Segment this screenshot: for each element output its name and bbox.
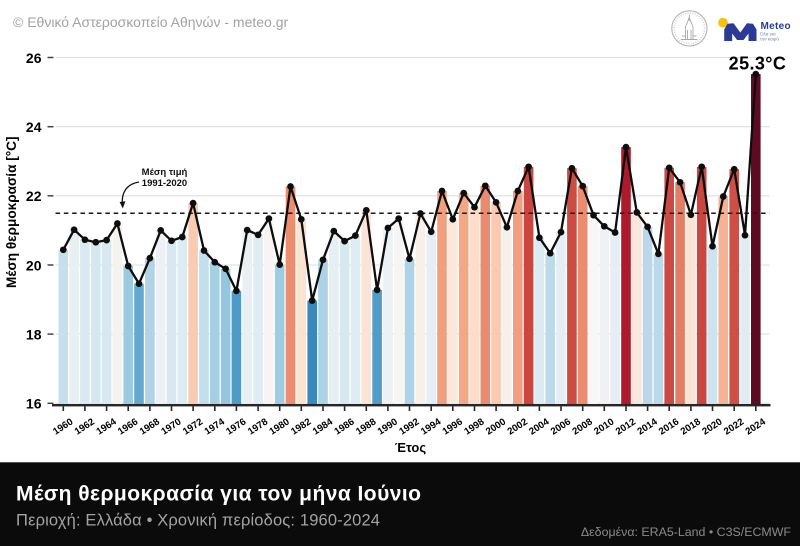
svg-text:Περιοχή: Ελλάδα • Χρονική περί: Περιοχή: Ελλάδα • Χρονική περίοδος: 1960…	[16, 512, 380, 530]
svg-text:Μέση θερμοκρασία για τον μήνα: Μέση θερμοκρασία για τον μήνα Ιούνιο	[16, 483, 421, 506]
svg-text:24: 24	[26, 119, 42, 135]
svg-text:1991-2020: 1991-2020	[142, 178, 187, 189]
svg-text:Έτος: Έτος	[395, 440, 426, 455]
svg-text:Μέση θερμοκρασία [°C]: Μέση θερμοκρασία [°C]	[4, 136, 19, 288]
svg-text:18: 18	[26, 326, 42, 342]
svg-text:τον καιρό: τον καιρό	[760, 36, 779, 42]
svg-text:Meteo: Meteo	[761, 21, 791, 32]
svg-text:Μέση τιμή: Μέση τιμή	[142, 167, 188, 178]
svg-text:20: 20	[26, 257, 42, 273]
svg-text:© Εθνικό Αστεροσκοπείο Αθηνών: © Εθνικό Αστεροσκοπείο Αθηνών - meteo.gr	[13, 14, 289, 30]
svg-text:Δεδομένα: ERA5-Land • C3S/ECMW: Δεδομένα: ERA5-Land • C3S/ECMWF	[581, 525, 792, 539]
svg-text:Όλα για: Όλα για	[759, 32, 776, 37]
svg-text:22: 22	[26, 188, 42, 204]
svg-text:25.3°C: 25.3°C	[729, 54, 787, 74]
svg-text:16: 16	[26, 396, 42, 412]
svg-text:26: 26	[26, 50, 42, 66]
